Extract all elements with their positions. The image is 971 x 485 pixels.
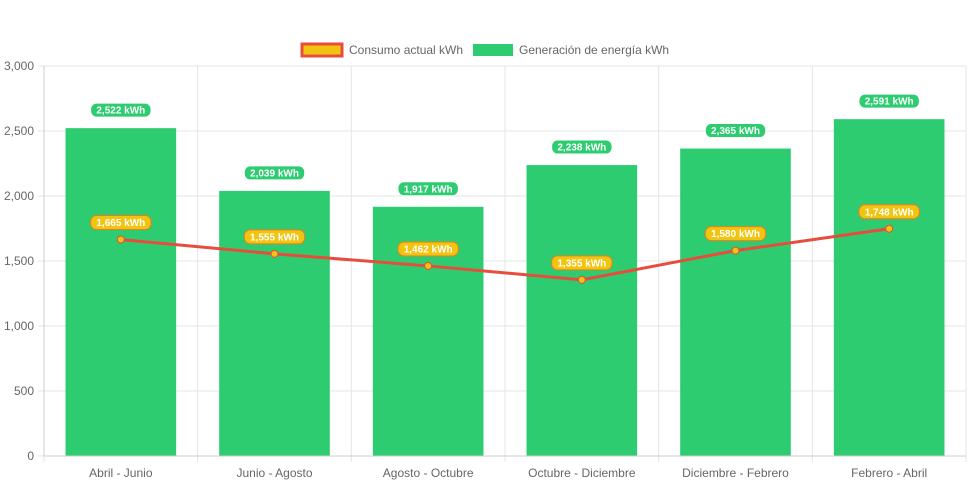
- bar-label-bg: [90, 102, 152, 118]
- point-consumo: [424, 261, 433, 270]
- point-label: 1,355 kWh: [557, 258, 606, 269]
- point-label-bg: [90, 215, 152, 231]
- bar-generacion: [680, 148, 791, 457]
- x-tick-label: Febrero - Abril: [851, 466, 927, 480]
- point-label-bg: [397, 241, 459, 257]
- legend-swatch-generacion: [473, 44, 513, 56]
- y-tick-label: 500: [14, 384, 34, 398]
- point-label-bg: [243, 229, 306, 245]
- x-tick-label: Octubre - Diciembre: [528, 466, 636, 480]
- bar-label: 1,917 kWh: [404, 184, 453, 195]
- bar-label: 2,365 kWh: [711, 126, 760, 137]
- bar-label-bg: [397, 181, 459, 197]
- legend-swatch-consumo: [300, 42, 344, 58]
- y-tick-label: 0: [27, 449, 34, 463]
- bar-generacion: [65, 128, 177, 456]
- bar-label: 2,591 kWh: [865, 97, 914, 108]
- y-tick-label: 1,000: [4, 319, 34, 333]
- point-consumo: [116, 235, 125, 244]
- bar-label-bg: [243, 165, 306, 181]
- y-tick-label: 3,000: [4, 59, 34, 73]
- point-label-bg: [704, 226, 767, 242]
- point-label: 1,748 kWh: [865, 207, 914, 218]
- legend-label-generacion[interactable]: Generación de energía kWh: [519, 43, 669, 57]
- data-labels: 2,522 kWh 2,039 kWh 1,917 kWh 2,238 kWh 2,36…: [90, 93, 920, 271]
- x-tick-label: Agosto - Octubre: [383, 466, 474, 480]
- y-tick-label: 2,000: [4, 189, 34, 203]
- bar-label-bg: [858, 93, 920, 109]
- point-label-bg: [551, 255, 613, 271]
- bar-label-bg: [704, 123, 767, 139]
- x-tick-label: Abril - Junio: [89, 466, 153, 480]
- x-tick-label: Diciembre - Febrero: [682, 466, 789, 480]
- axes: 0 500 1,000 1,500 2,000 2,500 3,000 Abril - Jun…: [4, 59, 966, 480]
- x-tick-label: Junio - Agosto: [236, 466, 312, 480]
- point-label: 1,665 kWh: [96, 218, 145, 229]
- y-tick-label: 2,500: [4, 124, 34, 138]
- bar-label: 2,522 kWh: [96, 106, 145, 117]
- y-tick-label: 1,500: [4, 254, 34, 268]
- line-series: [116, 224, 894, 284]
- legend-label-consumo[interactable]: Consumo actual kWh: [349, 43, 463, 57]
- line-consumo: [120, 227, 890, 282]
- bar-label: 2,039 kWh: [250, 168, 299, 179]
- bar-generacion: [526, 165, 638, 456]
- point-consumo: [885, 224, 894, 233]
- bar-generacion: [833, 119, 945, 457]
- point-consumo: [577, 275, 586, 284]
- grid: [38, 65, 967, 462]
- point-label: 1,462 kWh: [404, 244, 453, 255]
- point-consumo: [731, 246, 740, 255]
- bar-label: 2,238 kWh: [557, 143, 606, 154]
- point-label: 1,580 kWh: [711, 229, 760, 240]
- legend[interactable]: Consumo actual kWh Generación de energía…: [300, 42, 669, 58]
- bars: [65, 119, 945, 457]
- bar-label-bg: [551, 139, 613, 155]
- point-label-bg: [858, 204, 920, 220]
- point-consumo: [270, 249, 279, 258]
- point-label: 1,555 kWh: [250, 232, 299, 243]
